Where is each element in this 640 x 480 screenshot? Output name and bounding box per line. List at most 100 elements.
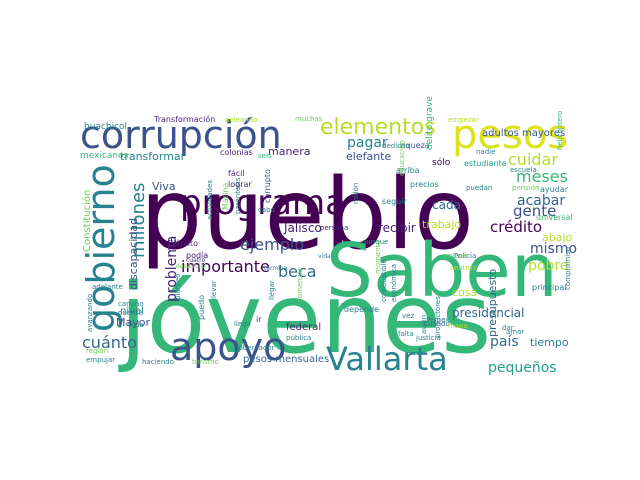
word-gente: gente <box>513 202 556 220</box>
word-parentesis: paréntesis <box>234 177 242 214</box>
word-pesos: pesos <box>452 112 568 158</box>
word-apoyo: apoyo <box>170 325 286 369</box>
word-amor: amor <box>506 328 524 336</box>
word-vallarta: Vallarta <box>326 340 448 378</box>
word-ejercito: Ejército <box>168 238 198 248</box>
word-helicoptero: helicóptero <box>556 111 564 150</box>
word-centros: centros <box>450 264 476 272</box>
word-dedican: dedican <box>382 142 410 150</box>
word-puedan: puedan <box>466 184 492 192</box>
word-llega: llega <box>234 320 251 328</box>
word-cuidar: cuidar <box>508 150 558 169</box>
word-elementos: elementos <box>320 115 436 140</box>
word-empezar: empezar <box>448 116 479 124</box>
word-beca: beca <box>278 262 317 281</box>
word-manera: manera <box>268 145 310 158</box>
word-presupuesto: presupuesto <box>486 269 499 337</box>
word-nadie: nadie <box>476 148 495 156</box>
word-meses: meses <box>516 167 568 186</box>
word-adelante: adelante <box>92 283 123 291</box>
word-mano: mano <box>448 322 468 330</box>
word-trabajo: trabajo <box>422 218 461 231</box>
word-riqueza: riqueza <box>400 141 430 150</box>
word-aunque: aunque <box>362 238 388 246</box>
word-millones: millones <box>128 183 149 258</box>
word-mexicanos: mexicanos <box>80 151 129 161</box>
word-podia: podía <box>186 251 208 260</box>
word-pemex: Pemex <box>426 316 449 324</box>
word-ir: ir <box>256 315 262 324</box>
word-compromiso: compromiso <box>564 247 572 290</box>
word-principal: principal <box>532 283 566 292</box>
word-credito: crédito <box>490 218 542 236</box>
word-abajo: abajo <box>542 231 573 244</box>
word-productores: productores <box>434 296 442 338</box>
word-transformar: transformar <box>120 150 186 163</box>
word-pesos-mensuales: pesos mensuales <box>243 354 329 365</box>
word-pueblo: pueblo <box>140 158 474 272</box>
word-pobre: pobre <box>528 258 568 274</box>
word-seis: seis <box>258 152 272 160</box>
word-pension: pensión <box>512 184 540 192</box>
word-solo: sólo <box>432 157 451 168</box>
word-jalisco: Jalisco <box>283 221 322 235</box>
word-delito-grave: delito grave <box>425 96 435 150</box>
word-adultos-mayores: adultos mayores <box>482 128 565 139</box>
word-empujar: empujar <box>86 356 115 364</box>
word-puente: puente <box>118 309 143 317</box>
word-federal: federal <box>286 322 321 333</box>
word-momento: momento <box>374 240 382 274</box>
word-cada: cada <box>432 198 461 212</box>
word-gobierno: gobierno <box>79 164 123 332</box>
word-llevar: llevar <box>210 280 218 300</box>
word-viva: Viva <box>152 180 176 193</box>
word-arriba: arriba <box>396 166 420 175</box>
word-policia: Policía <box>454 252 476 260</box>
word-lograr: lograr <box>228 180 252 189</box>
word-gobernador: gobernador <box>234 344 275 352</box>
word-peleando: peleando <box>225 116 257 124</box>
word-avion: avión <box>420 315 428 334</box>
word-economica: económica <box>390 264 398 302</box>
word-universal: universal <box>536 213 573 222</box>
word-precios: precios <box>410 180 439 189</box>
word-marina: Marina <box>221 183 230 210</box>
word-ejemplo: ejemplo <box>240 235 304 254</box>
word-actividades: actividades <box>206 180 214 220</box>
word-constitucion: Constitución <box>81 190 93 252</box>
word-discapacidad: discapacidad <box>127 218 140 290</box>
word-seguir: seguir <box>382 197 407 206</box>
word-region: región <box>86 347 108 355</box>
word-pais: país <box>490 334 519 350</box>
word-cabo: cabo <box>258 206 275 214</box>
word-facil: fácil <box>228 169 245 178</box>
word-nivel: nivel <box>120 306 144 317</box>
word-programa: programa <box>180 183 346 223</box>
word-publica: pública <box>286 334 311 342</box>
word-corrupto: corrupto <box>263 169 272 203</box>
word-pagar: pagar <box>347 135 388 151</box>
word-vida: vida <box>318 253 331 260</box>
word-camino: camino <box>118 300 144 308</box>
word-educacion: educación <box>398 140 406 176</box>
word-muchas: muchas <box>295 115 323 123</box>
word-cuando: cuándo <box>424 320 450 328</box>
word-avanzando: avanzando <box>86 294 94 332</box>
word-desarrollo: desarrollo <box>176 263 206 270</box>
word-depende: depende <box>344 305 379 314</box>
word-importante: importante <box>181 257 270 276</box>
word-persona: persona <box>320 224 348 232</box>
word-cuanto: cuánto <box>82 333 137 352</box>
word-vez: vez <box>402 312 414 320</box>
word-toda: toda <box>128 321 144 329</box>
word-elefante: elefante <box>346 150 391 163</box>
word-saben: Saben <box>326 228 558 314</box>
word-haciendo: haciendo <box>142 358 174 366</box>
word-termina: termina <box>264 265 288 272</box>
word-llegar: llegar <box>268 280 276 300</box>
word-estudiante: estudiante <box>464 159 507 168</box>
word-colonias: colonias <box>220 148 253 157</box>
word-dar: dar <box>502 324 514 332</box>
